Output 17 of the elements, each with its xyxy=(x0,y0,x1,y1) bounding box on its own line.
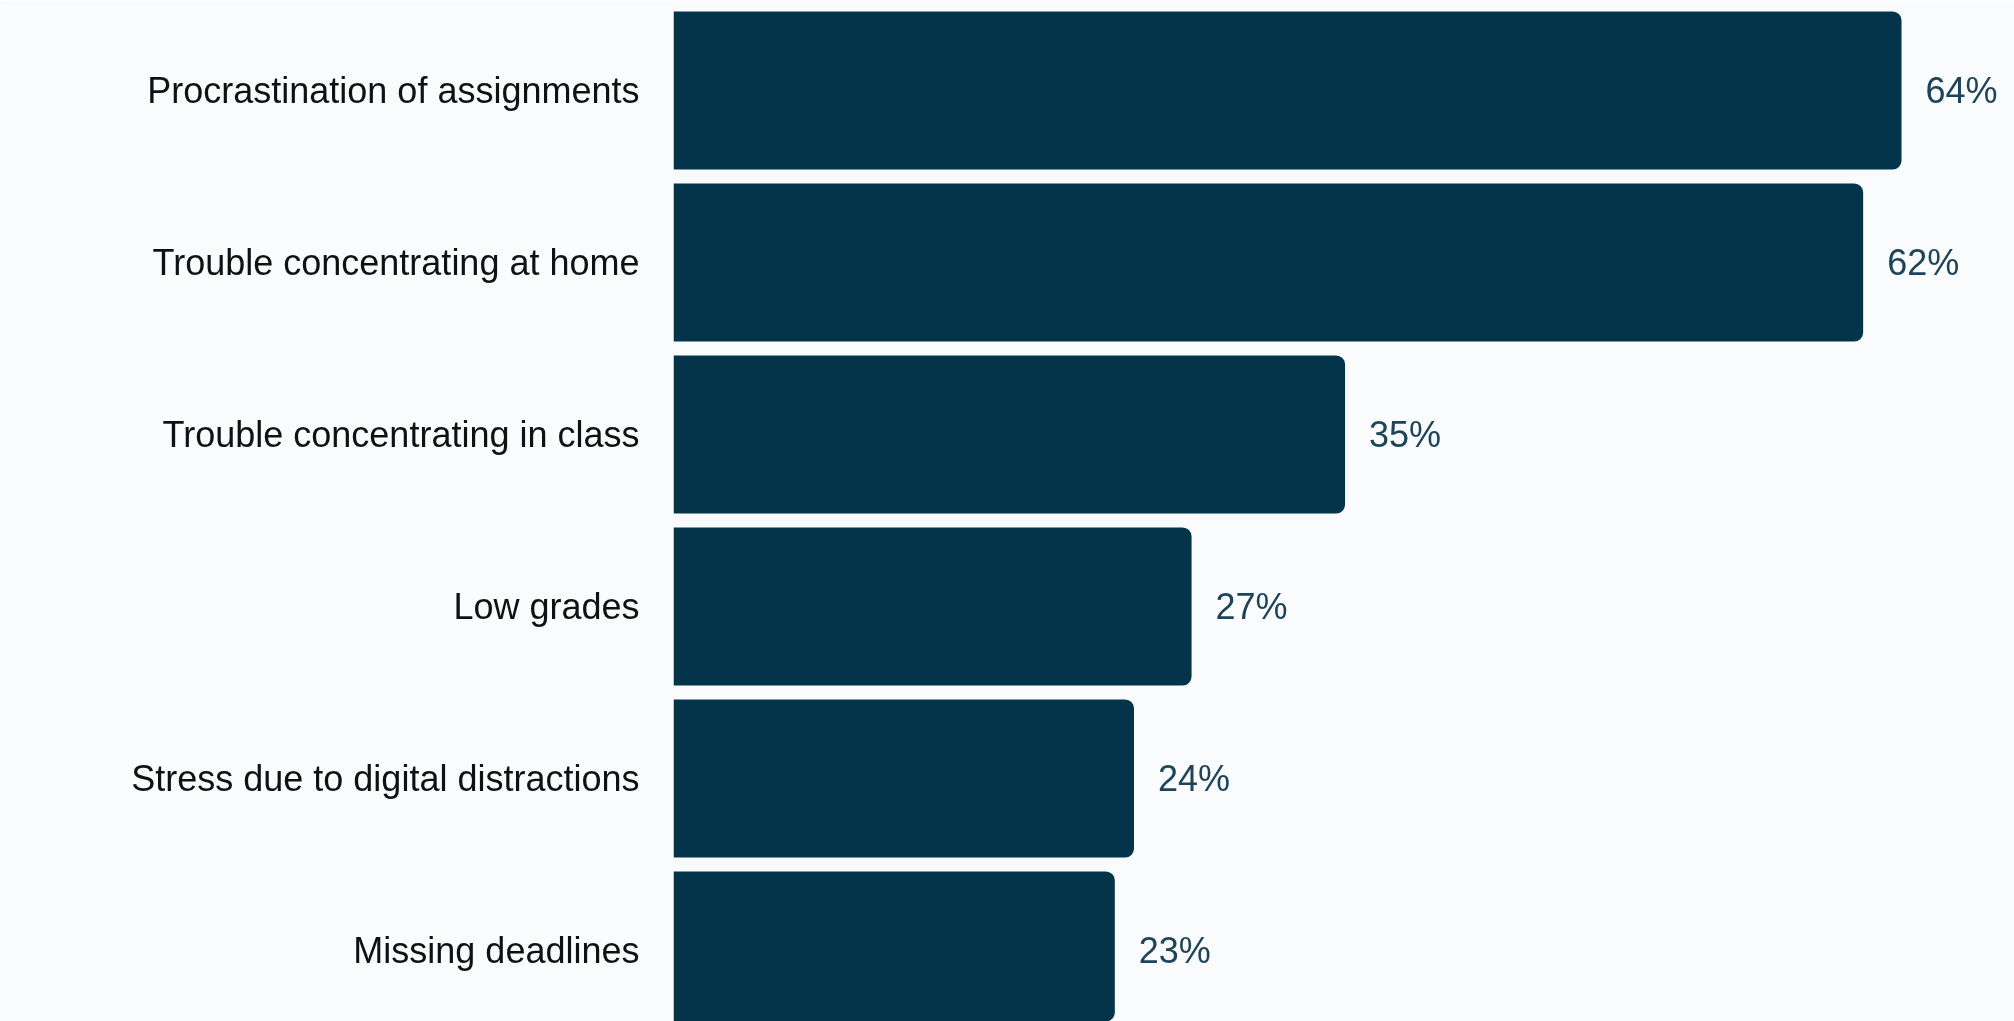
bar xyxy=(673,527,1192,686)
bar xyxy=(673,355,1346,514)
data-label: 62% xyxy=(1887,242,1960,283)
bar xyxy=(673,11,1902,170)
data-label: 27% xyxy=(1215,586,1288,627)
bar xyxy=(673,183,1864,342)
y-tick-label: Stress due to digital distractions xyxy=(131,758,640,799)
data-label: 35% xyxy=(1369,414,1442,455)
data-label: 24% xyxy=(1158,758,1231,799)
data-label: 23% xyxy=(1138,930,1211,971)
y-tick-label: Low grades xyxy=(453,586,640,627)
y-tick-label: Trouble concentrating at home xyxy=(152,242,640,283)
y-tick-label: Missing deadlines xyxy=(353,930,640,971)
y-tick-label: Trouble concentrating in class xyxy=(162,414,640,455)
data-label: 64% xyxy=(1925,70,1998,111)
y-tick-label: Procrastination of assignments xyxy=(147,70,640,111)
bar xyxy=(673,699,1135,858)
